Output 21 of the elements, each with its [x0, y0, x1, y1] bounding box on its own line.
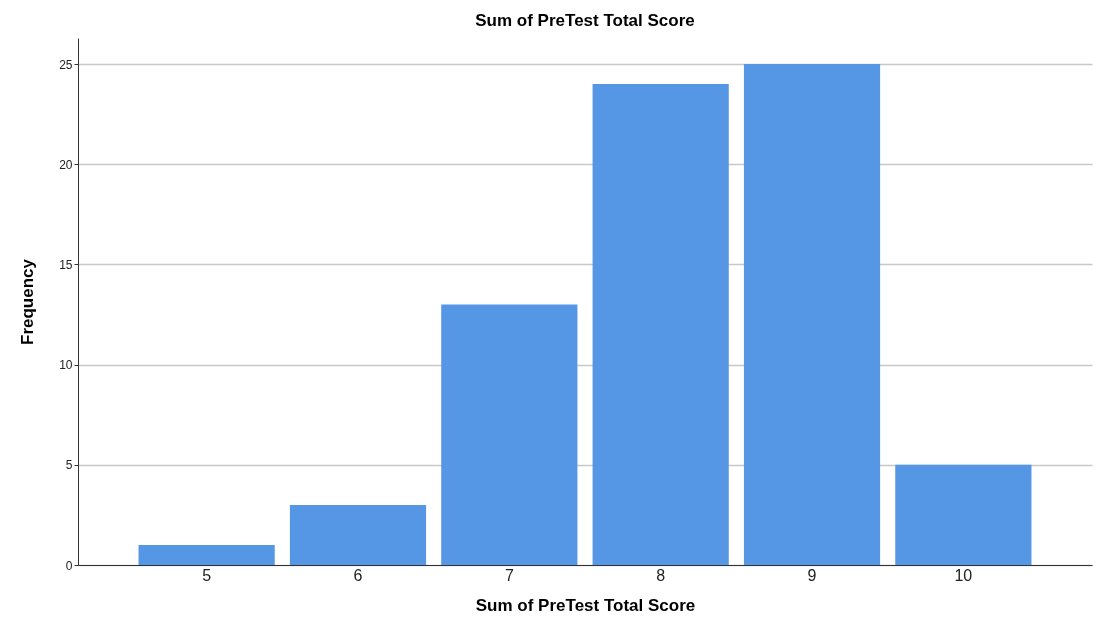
y-tick-label: 5 — [65, 458, 73, 473]
y-tick-label: 25 — [59, 57, 73, 72]
y-axis-title: Frequency — [18, 258, 38, 345]
x-axis-title: Sum of PreTest Total Score — [475, 595, 696, 615]
bar — [592, 84, 729, 565]
x-tick-label: 7 — [504, 566, 514, 584]
bar — [138, 544, 275, 565]
x-tick-label: 8 — [656, 566, 666, 584]
bar — [441, 304, 578, 565]
y-tick-label: 10 — [59, 358, 73, 373]
x-tick-label: 6 — [353, 566, 363, 584]
x-tick-label: 9 — [807, 566, 817, 584]
x-tick-label: 5 — [202, 566, 212, 584]
y-tick-label: 0 — [65, 558, 73, 573]
chart-title: Sum of PreTest Total Score — [475, 11, 695, 30]
x-tick-label: 10 — [954, 566, 973, 584]
bar — [895, 464, 1032, 565]
y-tick-label: 20 — [59, 157, 73, 172]
bar — [743, 64, 881, 565]
bar — [289, 504, 427, 565]
y-tick-label: 15 — [59, 257, 73, 272]
